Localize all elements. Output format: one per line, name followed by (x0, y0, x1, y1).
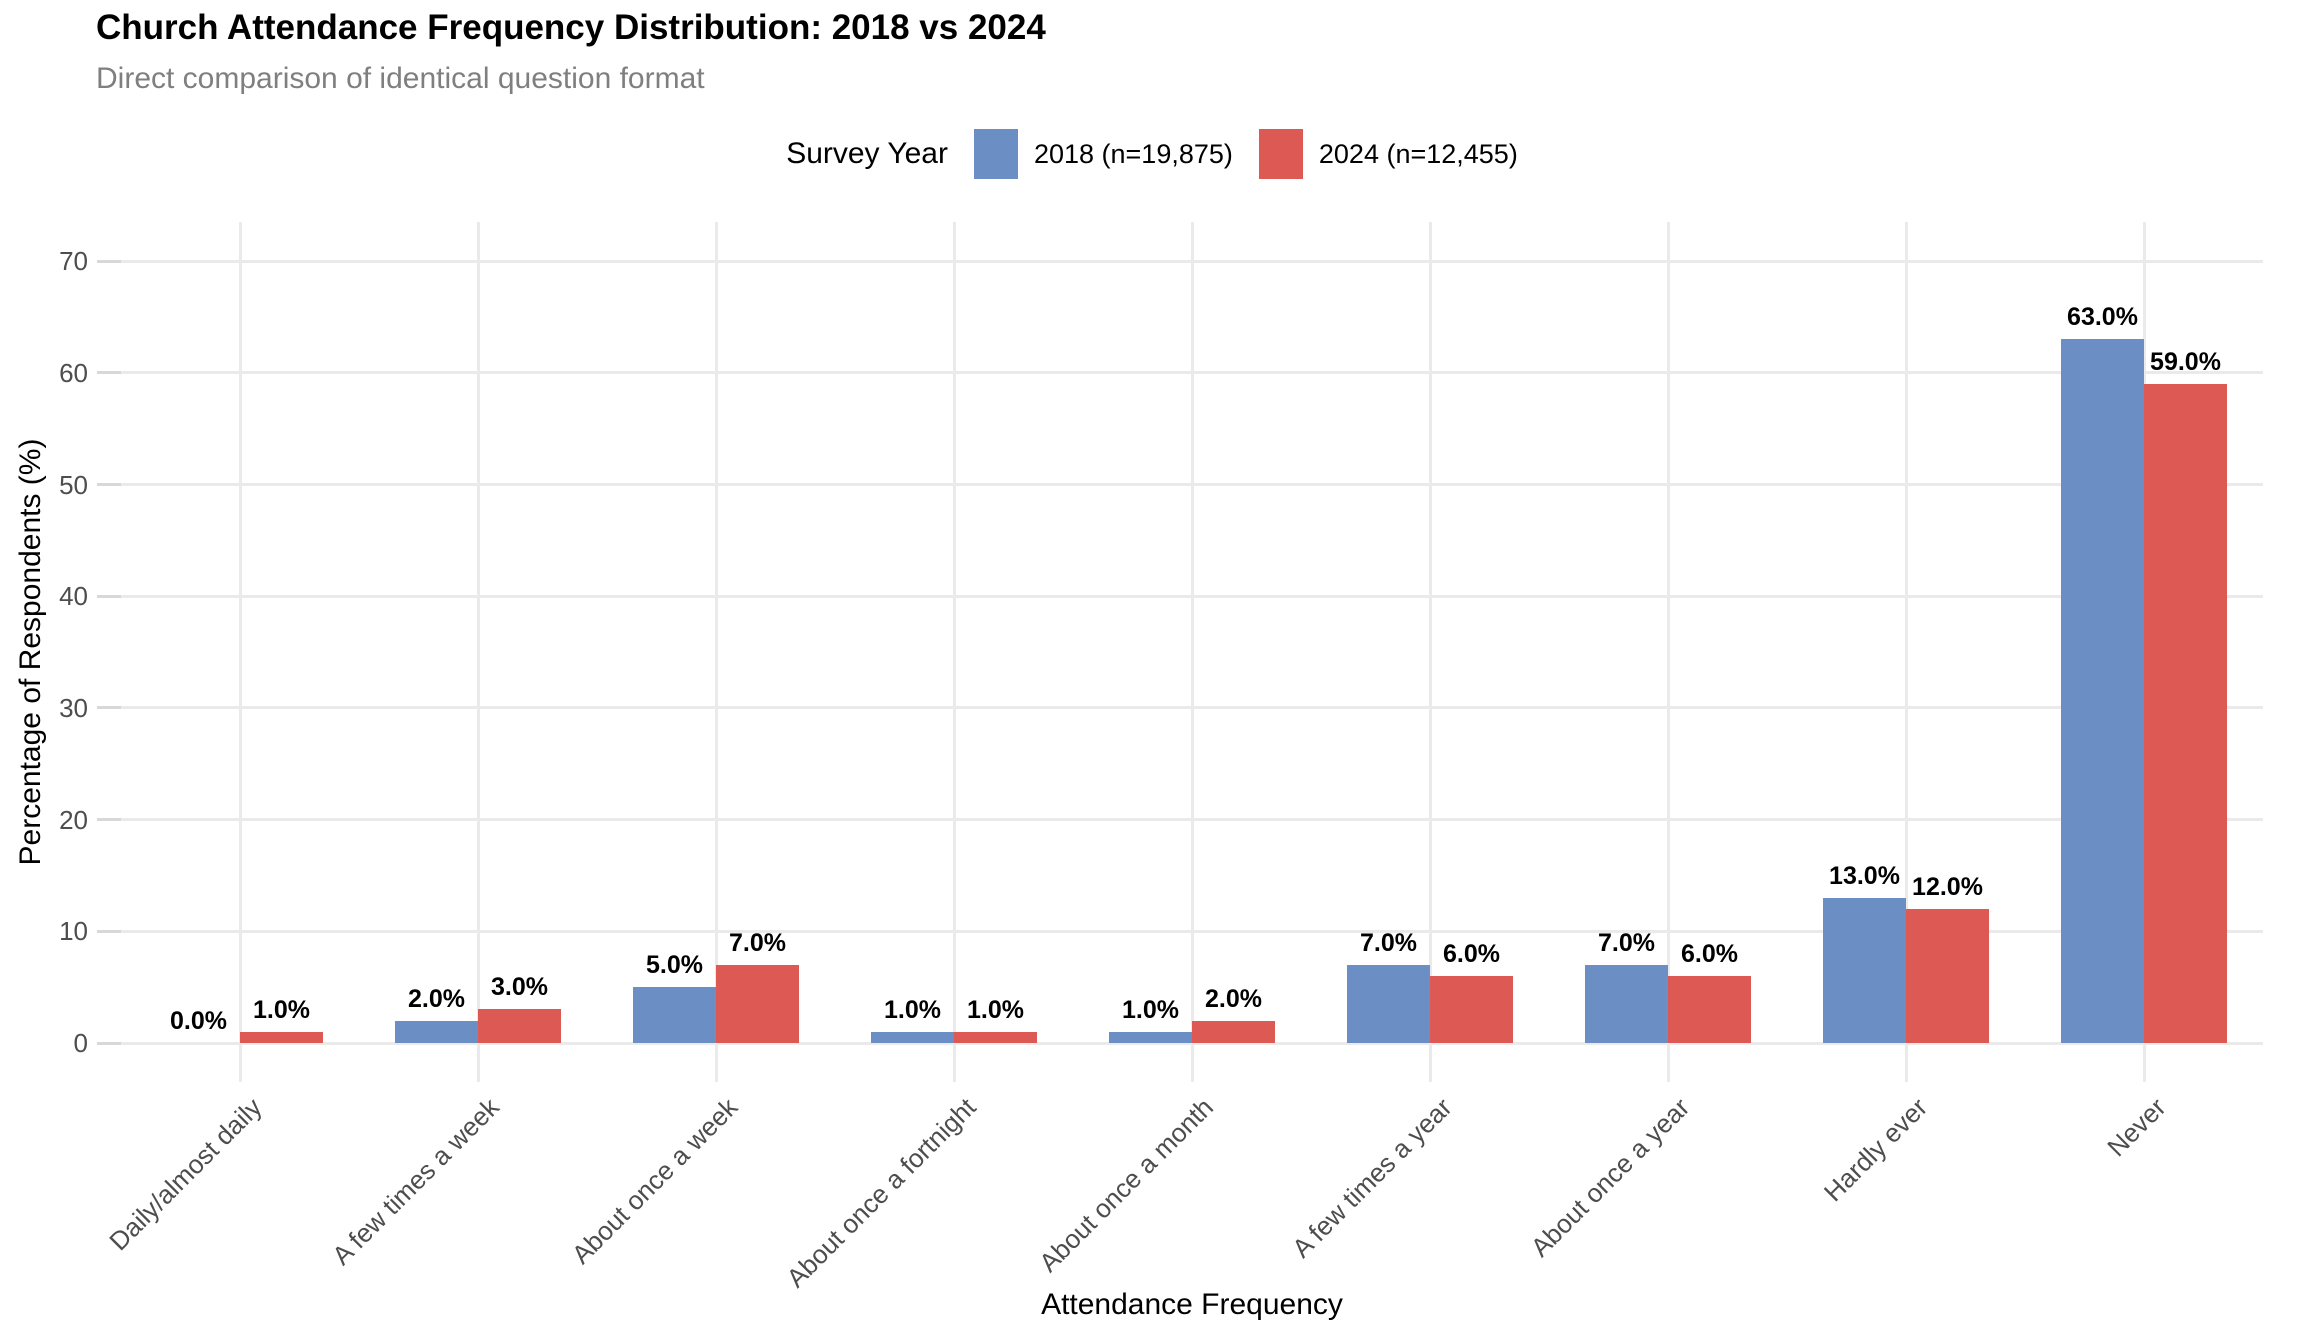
legend-key-swatch (1258, 129, 1303, 179)
bar (1585, 964, 1668, 1043)
y-axis-tick (97, 371, 121, 375)
bar (1430, 975, 1513, 1043)
x-tick-label-text: Daily/almost daily (102, 1092, 268, 1257)
bar-value-label: 1.0% (884, 995, 941, 1024)
y-axis-tick (97, 818, 121, 822)
y-axis-tick (97, 259, 121, 263)
bar (240, 1031, 323, 1043)
chart-title: Church Attendance Frequency Distribution… (96, 8, 1046, 47)
x-gridline (952, 222, 956, 1082)
y-tick-label: 10 (59, 916, 88, 947)
x-gridline (1666, 222, 1670, 1082)
bar-value-label: 12.0% (1912, 872, 1983, 901)
y-tick-label: 60 (59, 357, 88, 388)
x-tick-label-text: About once a week (565, 1092, 744, 1270)
y-axis-tick (97, 1041, 121, 1045)
x-gridline (238, 222, 242, 1082)
bar (871, 1031, 954, 1043)
bar (2061, 339, 2144, 1043)
x-tick-label-text: Never (2100, 1092, 2172, 1163)
bar (1668, 975, 1751, 1043)
bar-value-label: 3.0% (491, 973, 548, 1002)
bar (1906, 908, 1989, 1043)
bar (954, 1031, 1037, 1043)
bar-value-label: 7.0% (1598, 928, 1655, 957)
legend-entry: 2018 (n=19,875) (973, 129, 1233, 179)
bar-value-label: 0.0% (170, 1007, 227, 1035)
bar (1192, 1020, 1275, 1043)
x-axis-title: Attendance Frequency (1041, 1288, 1343, 1321)
legend-key-swatch (973, 129, 1018, 179)
bar-value-label: 1.0% (967, 995, 1024, 1024)
bar (716, 964, 799, 1043)
x-tick-label-text: Hardly ever (1817, 1092, 1934, 1208)
y-axis-tick (97, 594, 121, 598)
x-tick-label-text: About once a fortnight (780, 1092, 982, 1294)
bar-value-label: 7.0% (729, 928, 786, 957)
bar-value-label: 13.0% (1829, 861, 1900, 890)
x-gridline (1904, 222, 1908, 1082)
bar-value-label: 6.0% (1681, 939, 1738, 968)
bar-value-label: 2.0% (1205, 984, 1262, 1013)
bar-value-label: 6.0% (1443, 939, 1500, 968)
y-tick-label: 40 (59, 581, 88, 612)
y-axis-tick (97, 929, 121, 933)
legend-entry: 2024 (n=12,455) (1258, 129, 1518, 179)
bar-value-label: 1.0% (253, 995, 310, 1024)
bar (633, 987, 716, 1043)
x-gridline (1428, 222, 1432, 1082)
bar (395, 1020, 478, 1043)
bar-value-label: 59.0% (2150, 347, 2221, 376)
y-tick-label: 30 (59, 692, 88, 723)
x-gridline (476, 222, 480, 1082)
bar (1823, 897, 1906, 1043)
x-gridline (1190, 222, 1194, 1082)
bar-value-label: 5.0% (646, 951, 703, 980)
bar-value-label: 1.0% (1122, 995, 1179, 1024)
y-tick-label: 20 (59, 804, 88, 835)
bar-value-label: 63.0% (2067, 303, 2138, 332)
bar (1347, 964, 1430, 1043)
y-axis-title-text: Percentage of Respondents (%) (14, 438, 47, 866)
legend: Survey Year 2018 (n=19,875) 2024 (n=12,45… (0, 126, 2304, 182)
y-axis-tick (97, 706, 121, 710)
x-tick-label-text: A few times a year (1285, 1092, 1458, 1264)
bar-value-label: 2.0% (408, 984, 465, 1013)
bar (2144, 383, 2227, 1043)
x-tick-label-text: A few times a week (326, 1092, 506, 1271)
y-tick-label: 50 (59, 469, 88, 500)
legend-title: Survey Year (786, 137, 948, 170)
bar-value-label: 7.0% (1360, 928, 1417, 957)
y-axis-tick (97, 483, 121, 486)
x-tick-label-text: About once a month (1033, 1092, 1220, 1278)
bar (1109, 1031, 1192, 1043)
x-gridline (714, 222, 718, 1082)
x-tick-label-text: About once a year (1524, 1092, 1696, 1263)
y-tick-label: 0 (73, 1028, 88, 1058)
y-tick-label: 70 (59, 246, 88, 277)
legend-entry-label: 2024 (n=12,455) (1318, 138, 1518, 169)
bar (478, 1009, 561, 1043)
chart-subtitle: Direct comparison of identical question … (96, 62, 705, 95)
legend-entry-label: 2018 (n=19,875) (1033, 138, 1233, 169)
